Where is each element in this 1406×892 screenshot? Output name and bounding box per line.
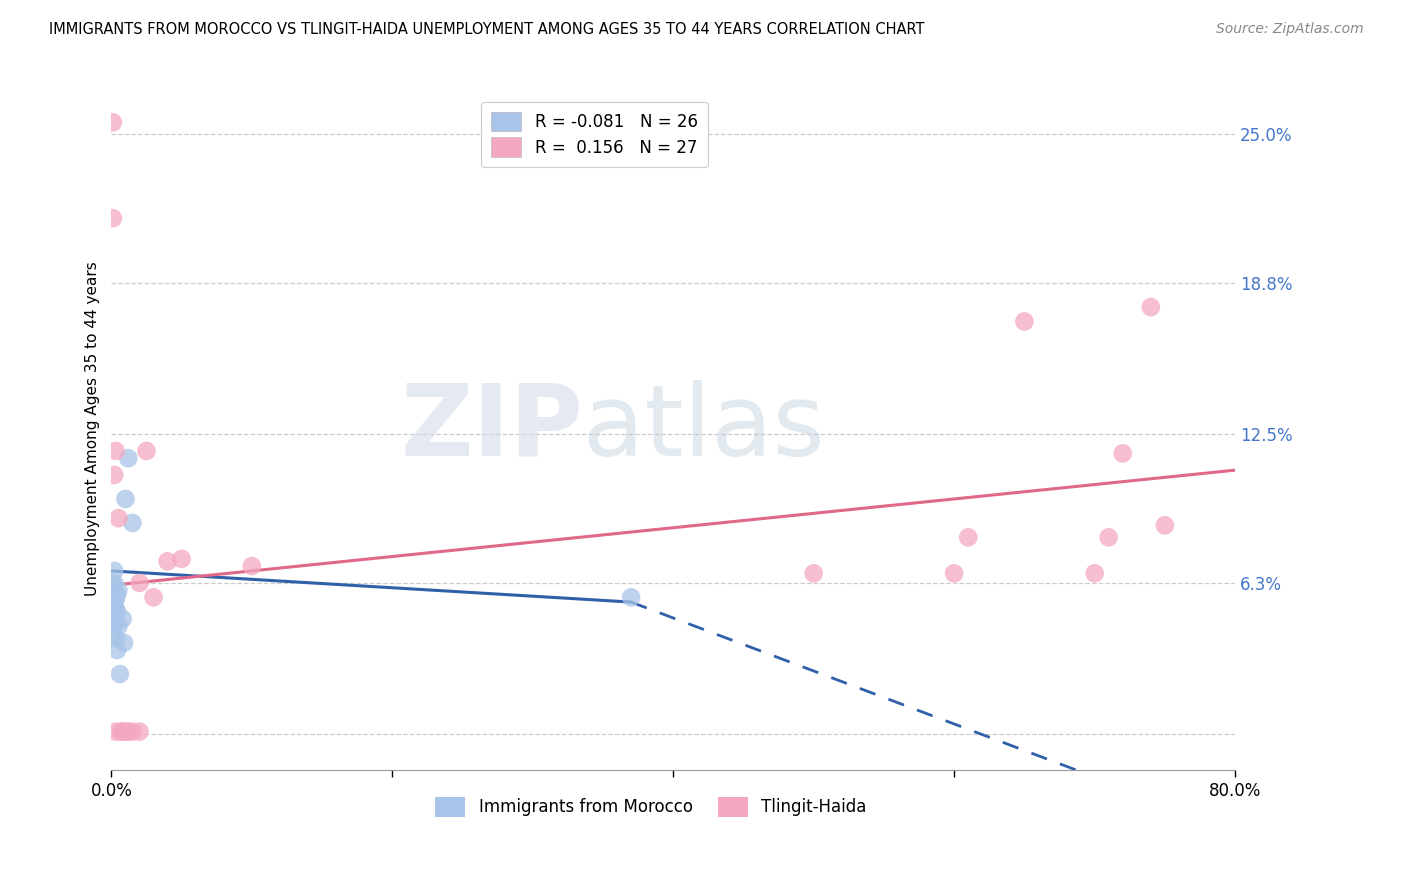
Point: [1098, 530, 1121, 544]
Point: [101, 588, 124, 602]
Point: [112, 724, 135, 739]
Text: IMMIGRANTS FROM MOROCCO VS TLINGIT-HAIDA UNEMPLOYMENT AMONG AGES 35 TO 44 YEARS : IMMIGRANTS FROM MOROCCO VS TLINGIT-HAIDA…: [49, 22, 925, 37]
Point: [104, 614, 127, 628]
Point: [957, 530, 980, 544]
Point: [110, 724, 132, 739]
Point: [103, 585, 125, 599]
Point: [1112, 446, 1135, 460]
Point: [121, 516, 143, 530]
Legend: Immigrants from Morocco, Tlingit-Haida: Immigrants from Morocco, Tlingit-Haida: [429, 790, 873, 823]
Point: [104, 592, 127, 607]
Point: [943, 566, 966, 581]
Point: [1140, 300, 1163, 314]
Point: [121, 724, 143, 739]
Point: [101, 612, 124, 626]
Point: [107, 583, 129, 598]
Point: [111, 724, 134, 739]
Point: [803, 566, 825, 581]
Point: [111, 612, 134, 626]
Point: [101, 626, 124, 640]
Point: [128, 724, 150, 739]
Point: [107, 511, 129, 525]
Point: [1153, 518, 1175, 533]
Point: [1014, 314, 1036, 328]
Point: [105, 643, 128, 657]
Point: [101, 578, 124, 592]
Point: [101, 211, 124, 226]
Point: [620, 591, 643, 605]
Point: [117, 451, 139, 466]
Point: [108, 667, 131, 681]
Text: atlas: atlas: [583, 380, 825, 476]
Text: ZIP: ZIP: [401, 380, 583, 476]
Point: [135, 444, 157, 458]
Point: [104, 444, 127, 458]
Point: [103, 599, 125, 614]
Point: [101, 115, 124, 129]
Point: [114, 491, 136, 506]
Point: [103, 575, 125, 590]
Point: [1084, 566, 1107, 581]
Point: [240, 559, 263, 574]
Point: [128, 575, 150, 590]
Point: [105, 588, 128, 602]
Text: Source: ZipAtlas.com: Source: ZipAtlas.com: [1216, 22, 1364, 37]
Point: [103, 564, 125, 578]
Point: [170, 552, 193, 566]
Point: [105, 605, 128, 619]
Point: [104, 602, 127, 616]
Point: [104, 631, 127, 645]
Point: [156, 554, 179, 568]
Point: [104, 724, 127, 739]
Point: [103, 616, 125, 631]
Point: [117, 724, 139, 739]
Y-axis label: Unemployment Among Ages 35 to 44 years: Unemployment Among Ages 35 to 44 years: [86, 260, 100, 596]
Point: [103, 467, 125, 482]
Point: [142, 591, 165, 605]
Point: [101, 598, 124, 612]
Point: [107, 619, 129, 633]
Point: [112, 636, 135, 650]
